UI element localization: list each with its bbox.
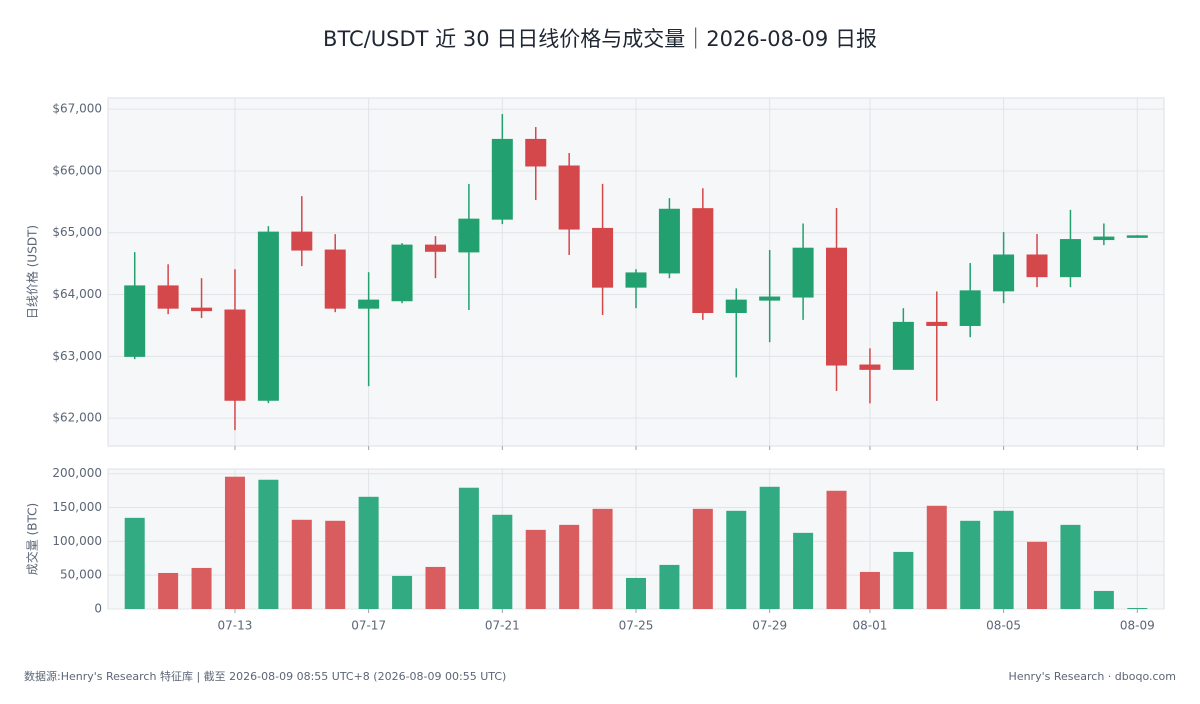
- y-tick-label: $64,000: [52, 287, 102, 301]
- y-tick-label: 0: [94, 602, 102, 616]
- volume-bar: [224, 476, 245, 609]
- candle-body: [257, 231, 279, 401]
- volume-bar: [993, 510, 1014, 609]
- y-tick-label: $65,000: [52, 225, 102, 239]
- volume-bar: [325, 520, 346, 609]
- volume-bar: [626, 577, 646, 609]
- volume-bar: [492, 514, 513, 609]
- y-tick-label: $63,000: [52, 349, 102, 363]
- candle-body: [592, 227, 614, 288]
- volume-bar: [960, 520, 981, 609]
- volume-bar: [1027, 541, 1048, 609]
- volume-bar: [258, 479, 279, 609]
- candle-body: [1093, 236, 1115, 241]
- candle-body: [692, 208, 714, 313]
- y-axis-label: 日线价格 (USDT): [25, 225, 40, 319]
- chart-title: BTC/USDT 近 30 日日线价格与成交量｜2026-08-09 日报: [323, 27, 877, 51]
- candle-body: [391, 244, 413, 302]
- candle-body: [725, 299, 747, 313]
- candle-body: [792, 247, 814, 298]
- volume-bar: [826, 490, 847, 609]
- footer-brand: Henry's Research · dboqo.com: [1009, 670, 1176, 683]
- candle-body: [124, 285, 146, 357]
- volume-bar: [893, 551, 914, 609]
- candle-body: [959, 290, 981, 326]
- volume-bar: [458, 487, 479, 609]
- volume-bar: [859, 571, 880, 609]
- candle-body: [525, 138, 547, 167]
- volume-bar: [759, 486, 780, 609]
- x-tick-label: 08-05: [986, 619, 1021, 633]
- volume-bar: [793, 532, 814, 609]
- y-axis-label: 成交量 (BTC): [25, 503, 40, 575]
- candle-body: [625, 272, 647, 288]
- volume-bar: [191, 567, 212, 609]
- y-tick-label: 150,000: [52, 500, 102, 514]
- volume-bar: [1093, 590, 1114, 609]
- candle-body: [358, 299, 380, 309]
- x-tick-label: 08-01: [852, 619, 887, 633]
- x-tick-label: 07-25: [619, 619, 654, 633]
- y-tick-label: 100,000: [52, 534, 102, 548]
- candle-body: [859, 364, 881, 370]
- volume-bar: [692, 508, 713, 609]
- candle-body: [191, 307, 213, 312]
- candle-body: [224, 309, 246, 401]
- x-tick-label: 08-09: [1120, 619, 1155, 633]
- x-tick-label: 07-13: [218, 619, 253, 633]
- y-tick-label: $62,000: [52, 411, 102, 425]
- candle-body: [993, 254, 1015, 292]
- candle-body: [1059, 239, 1081, 278]
- volume-bar: [291, 519, 312, 609]
- volume-bar: [425, 566, 446, 609]
- y-tick-label: $66,000: [52, 163, 102, 177]
- volume-bar: [659, 564, 680, 609]
- volume-bar: [358, 496, 379, 609]
- footer-source: 数据源:Henry's Research 特征库 | 截至 2026-08-09…: [24, 669, 506, 683]
- candle-body: [558, 165, 580, 230]
- volume-bar: [525, 529, 546, 609]
- candle-body: [458, 218, 480, 253]
- volume-bar: [392, 575, 413, 609]
- candle-body: [892, 321, 914, 370]
- volume-bar: [158, 572, 179, 609]
- y-tick-label: 50,000: [60, 568, 102, 582]
- candle-body: [759, 296, 781, 301]
- x-tick-label: 07-17: [351, 619, 386, 633]
- candle-body: [1026, 254, 1048, 278]
- candle-body: [424, 244, 446, 252]
- candle-body: [826, 247, 848, 366]
- candle-body: [324, 249, 346, 309]
- candle-body: [1126, 235, 1148, 238]
- candle-body: [491, 138, 513, 220]
- candle-body: [926, 321, 948, 326]
- candle-body: [291, 231, 313, 251]
- volume-bar: [559, 524, 580, 609]
- y-tick-label: 200,000: [52, 466, 102, 480]
- x-tick-label: 07-21: [485, 619, 520, 633]
- volume-bar: [592, 508, 613, 609]
- y-tick-label: $67,000: [52, 102, 102, 116]
- volume-bar: [1060, 524, 1081, 609]
- volume-bar: [926, 505, 947, 609]
- volume-bar: [124, 517, 145, 609]
- volume-bar: [726, 510, 747, 609]
- volume-bar: [1127, 607, 1148, 609]
- candle-body: [157, 285, 179, 309]
- x-tick-label: 07-29: [752, 619, 787, 633]
- candle-body: [658, 208, 680, 274]
